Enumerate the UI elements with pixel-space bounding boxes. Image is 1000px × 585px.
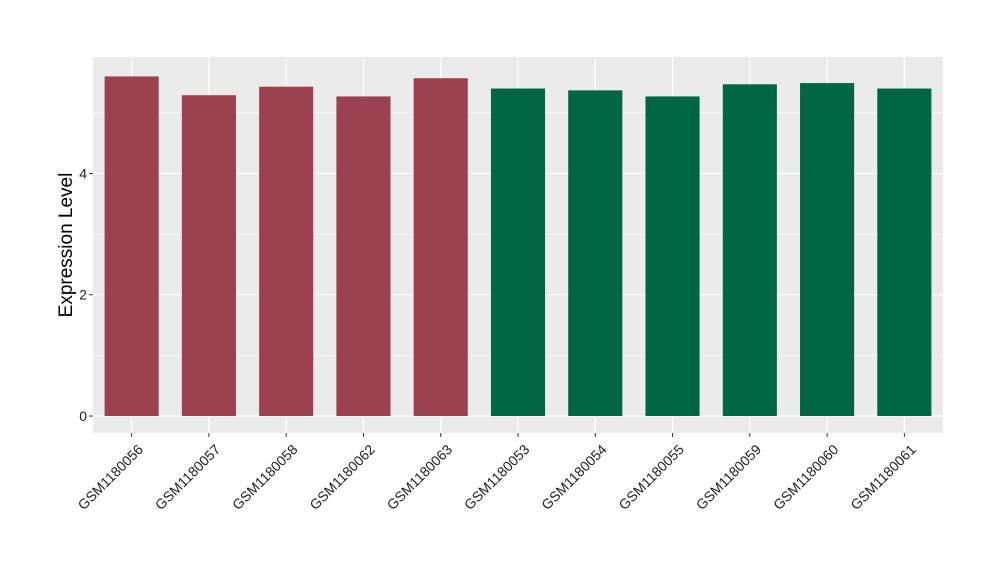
x-tick-label: GSM1180057 [152, 441, 224, 513]
y-tick-label: 2 [79, 287, 87, 303]
y-axis: 0 2 4 [79, 165, 93, 424]
bar-GSM1180062 [336, 96, 391, 417]
y-tick-label: 0 [79, 408, 87, 424]
bar-GSM1180059 [722, 84, 777, 417]
bar-GSM1180056 [104, 76, 159, 417]
x-tick-label: GSM1180055 [615, 441, 687, 513]
bar-GSM1180058 [259, 86, 314, 417]
x-tick-label: GSM1180056 [74, 441, 146, 513]
x-tick-label: GSM1180054 [538, 441, 610, 513]
bar-GSM1180054 [568, 90, 623, 417]
x-axis: GSM1180056 GSM1180057 GSM1180058 GSM1180062… [74, 433, 919, 513]
bar-GSM1180061 [877, 88, 932, 417]
bar-GSM1180053 [490, 88, 546, 417]
bar-GSM1180057 [181, 95, 236, 417]
bar-GSM1180060 [800, 83, 855, 417]
x-tick-label: GSM1180062 [306, 441, 378, 513]
x-tick-label: GSM1180060 [770, 441, 842, 513]
x-tick-label: GSM1180053 [461, 441, 533, 513]
y-tick-label: 4 [79, 165, 87, 181]
x-tick-label: GSM1180059 [693, 441, 765, 513]
x-tick-label: GSM1180061 [847, 441, 919, 513]
bar-GSM1180055 [645, 96, 700, 417]
y-axis-title: Expression Level [56, 173, 77, 318]
bar-GSM1180063 [413, 78, 468, 417]
x-tick-label: GSM1180058 [229, 441, 301, 513]
bars [104, 76, 932, 417]
x-tick-label: GSM1180063 [384, 441, 456, 513]
